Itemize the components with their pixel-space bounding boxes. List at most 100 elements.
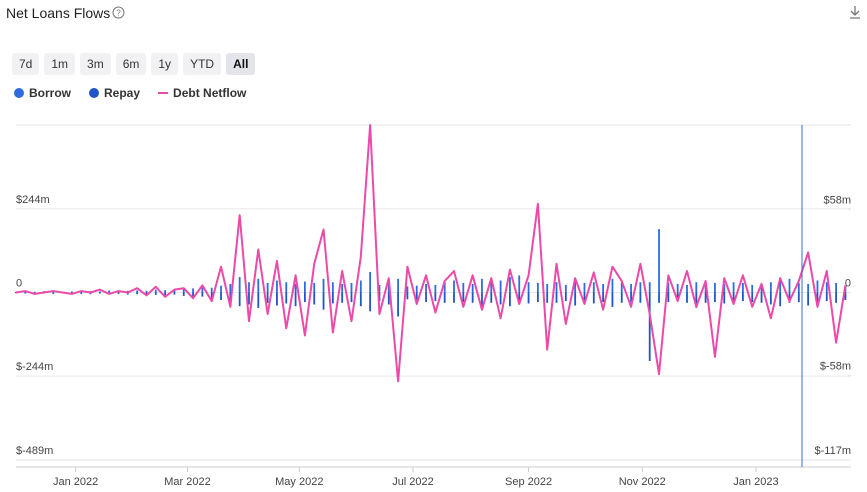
info-icon[interactable]: ? [112, 6, 125, 19]
svg-text:?: ? [116, 9, 121, 18]
y2-tick-label: $-58m [820, 361, 851, 373]
range-button[interactable]: YTD [183, 53, 222, 75]
legend-item[interactable]: Repay [89, 86, 140, 100]
bar [415, 292, 418, 301]
bar [714, 282, 716, 293]
bar [369, 271, 372, 293]
bar [24, 292, 27, 294]
bar [518, 292, 521, 305]
bar [145, 290, 148, 293]
bar [285, 282, 288, 293]
bar [238, 292, 241, 307]
bar [686, 292, 688, 303]
bar [331, 292, 334, 304]
bar [154, 289, 157, 293]
bar [490, 282, 493, 293]
bar [397, 278, 399, 293]
y-tick-label: $-489m [16, 445, 53, 457]
bar [322, 278, 325, 293]
bar [592, 292, 595, 304]
bar [825, 292, 828, 302]
bar [71, 291, 73, 293]
bar [406, 292, 409, 300]
bar [630, 292, 632, 303]
bar [639, 282, 642, 293]
bar [136, 292, 139, 295]
bar [825, 282, 828, 293]
y2-tick-label: $58m [823, 194, 851, 206]
bar [201, 292, 204, 297]
range-button[interactable]: All [226, 53, 256, 75]
bar [359, 280, 362, 293]
bar [602, 292, 605, 303]
legend-label: Repay [104, 86, 141, 100]
bar [192, 288, 194, 293]
x-tick-label: Jan 2022 [53, 476, 98, 488]
bar [546, 292, 549, 303]
download-icon[interactable] [848, 4, 862, 20]
bar [313, 292, 316, 305]
bar [229, 283, 232, 293]
range-button[interactable]: 3m [80, 53, 111, 75]
bar [182, 292, 185, 296]
bar [453, 292, 455, 303]
bar [173, 292, 176, 295]
bar [210, 292, 213, 299]
range-button[interactable]: 6m [115, 53, 147, 75]
bar [434, 292, 437, 302]
bar [369, 292, 372, 312]
bar [564, 284, 567, 293]
bar [425, 292, 427, 303]
bar [797, 292, 800, 303]
bar [620, 282, 623, 293]
x-tick-label: Jan 2023 [733, 476, 778, 488]
legend: Borrow Repay Debt Netflow [14, 86, 246, 100]
y-tick-label: $244m [16, 194, 50, 206]
bar [527, 282, 530, 293]
bar [630, 283, 632, 293]
range-button[interactable]: 1y [151, 53, 179, 75]
bar [285, 292, 288, 304]
bar [220, 292, 222, 301]
bar [98, 292, 101, 294]
bar [611, 292, 614, 307]
bar [164, 290, 167, 293]
bar [723, 292, 726, 304]
bar [536, 292, 539, 303]
bar [536, 282, 539, 293]
bar [462, 292, 465, 303]
bar [816, 292, 819, 303]
bar [788, 292, 791, 303]
bar [126, 292, 129, 295]
bar [182, 289, 185, 293]
bar [80, 292, 83, 294]
bar [546, 283, 549, 293]
bar [462, 282, 465, 293]
bar [583, 292, 586, 303]
range-button[interactable]: 7d [12, 53, 40, 75]
bar [173, 290, 176, 293]
bar [751, 284, 754, 293]
range-button[interactable]: 1m [44, 53, 76, 75]
legend-item[interactable]: Debt Netflow [158, 86, 246, 100]
bar [583, 282, 586, 293]
legend-swatch [14, 88, 24, 98]
bar [564, 292, 567, 302]
bar [359, 292, 362, 307]
bar [676, 283, 679, 293]
x-tick-label: May 2022 [275, 476, 323, 488]
x-tick-label: Nov 2022 [619, 476, 666, 488]
bar [499, 292, 502, 305]
bar [443, 292, 446, 303]
bar [695, 282, 698, 293]
bar [574, 292, 577, 306]
bar [574, 280, 577, 293]
x-tick-label: Mar 2022 [164, 476, 210, 488]
bar [443, 282, 446, 293]
bar [714, 292, 716, 303]
bar [555, 292, 558, 303]
legend-item[interactable]: Borrow [14, 86, 71, 100]
bar [33, 292, 36, 294]
bar [145, 292, 148, 295]
